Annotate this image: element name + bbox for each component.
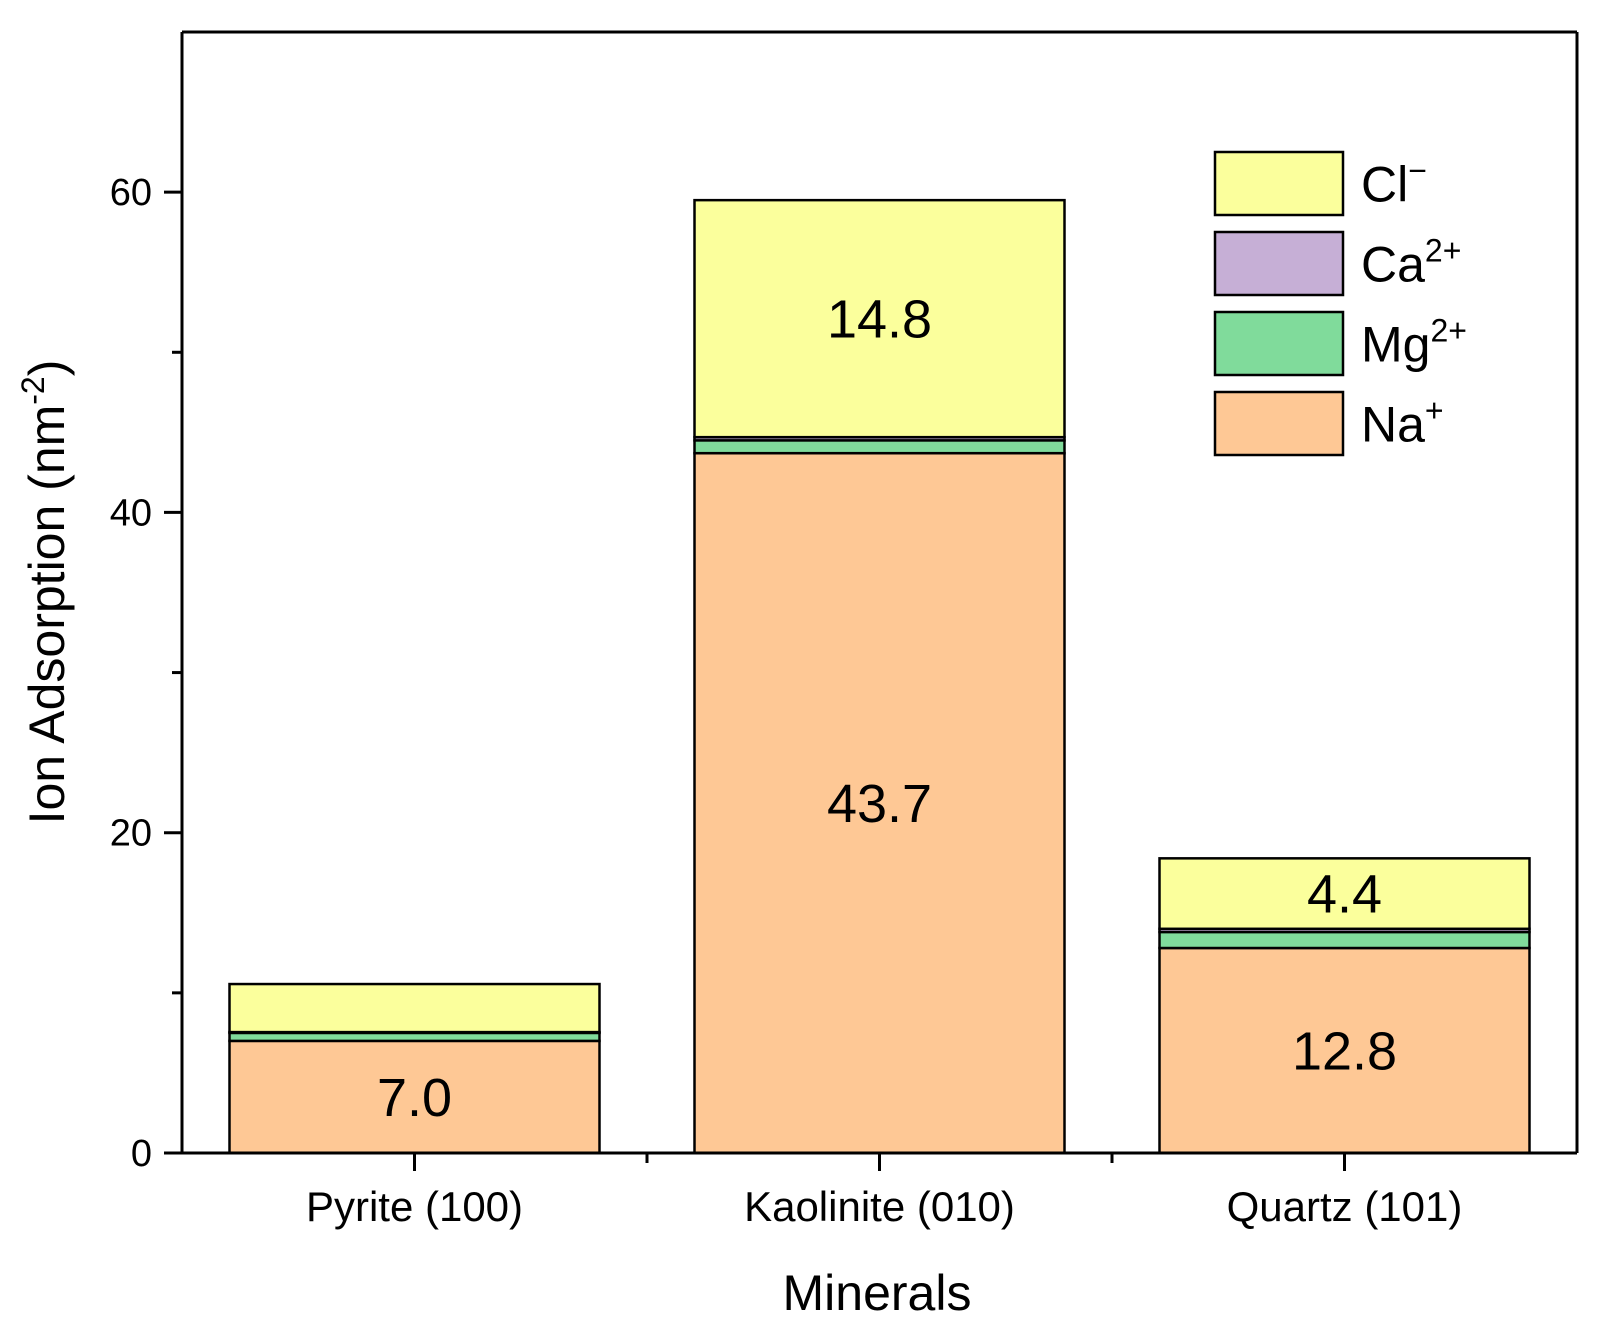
bar-segment-cl-0 bbox=[228, 982, 601, 1034]
legend-label-base: Na bbox=[1361, 397, 1425, 453]
bar-segment-na-2 bbox=[1158, 946, 1531, 1155]
legend-label: Na+ bbox=[1361, 393, 1444, 453]
y-tick-label: 0 bbox=[131, 1133, 152, 1175]
data-label: 14.8 bbox=[827, 290, 932, 350]
bar-segment-na-0 bbox=[228, 1039, 601, 1155]
x-tick-label: Kaolinite (010) bbox=[744, 1183, 1015, 1230]
legend-label-base: Ca bbox=[1361, 237, 1425, 293]
legend-label: Mg2+ bbox=[1361, 313, 1467, 373]
legend-label: Cl− bbox=[1361, 153, 1427, 213]
data-labels-group: 7.0 43.7 14.8 12.8 4.4 bbox=[377, 290, 1397, 1128]
bar-segment-mg2-1 bbox=[693, 439, 1066, 455]
bar-segment-na-1 bbox=[693, 451, 1066, 1155]
x-tick-label: Quartz (101) bbox=[1227, 1183, 1463, 1230]
bar-segment-cl-2 bbox=[1158, 857, 1531, 931]
legend-label-base: Mg bbox=[1361, 317, 1430, 373]
bar-segment-mg2-2 bbox=[1158, 930, 1531, 950]
data-label: 12.8 bbox=[1292, 1022, 1397, 1082]
axes-group: 0 20 40 60 Pyrite (100) Kaolinite (010) Quartz… bbox=[110, 30, 1579, 1230]
legend-swatch bbox=[1213, 390, 1345, 457]
legend-label: Ca2+ bbox=[1361, 233, 1461, 293]
legend-label-sup: + bbox=[1425, 393, 1444, 429]
y-tick-label: 20 bbox=[110, 813, 152, 855]
y-tick-label: 40 bbox=[110, 492, 152, 534]
y-axis-title-base: Ion Adsorption (nm bbox=[19, 405, 75, 825]
y-axis-title-sup: -2 bbox=[15, 376, 51, 404]
legend-label-base: Cl bbox=[1361, 157, 1408, 213]
legend: Cl−Ca2+Mg2+Na+ bbox=[1213, 150, 1467, 457]
legend-label-sup: 2+ bbox=[1430, 313, 1466, 349]
y-axis-title-end: ) bbox=[19, 360, 75, 377]
legend-swatch bbox=[1213, 150, 1345, 217]
legend-label-sup: 2+ bbox=[1425, 233, 1461, 269]
legend-swatch bbox=[1213, 310, 1345, 377]
legend-swatch bbox=[1213, 230, 1345, 297]
data-label: 7.0 bbox=[377, 1068, 452, 1128]
legend-label-sup: − bbox=[1408, 153, 1427, 189]
bar-segment-cl-1 bbox=[693, 198, 1066, 439]
y-tick-label: 60 bbox=[110, 172, 152, 214]
data-label: 4.4 bbox=[1307, 865, 1382, 925]
data-label: 43.7 bbox=[827, 774, 932, 834]
y-axis-title: Ion Adsorption (nm-2) bbox=[15, 360, 75, 825]
bars-group bbox=[228, 198, 1531, 1155]
x-axis-title: Minerals bbox=[783, 1265, 972, 1321]
x-tick-label: Pyrite (100) bbox=[306, 1183, 523, 1230]
